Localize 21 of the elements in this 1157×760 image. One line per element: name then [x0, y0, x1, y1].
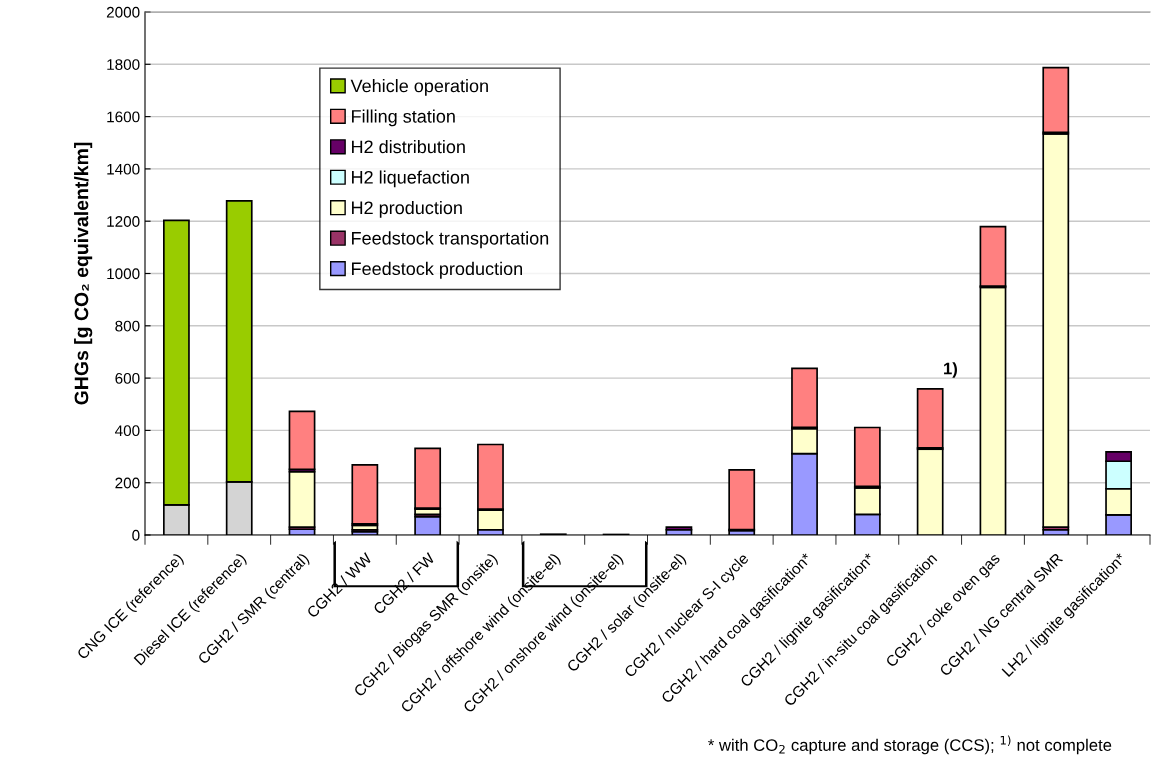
legend-label: Feedstock transportation — [352, 231, 549, 249]
legend-label: H2 production — [352, 200, 462, 218]
y-axis-title: GHGs [g CO₂ equivalent/km] — [74, 142, 93, 405]
legend-label: H2 liquefaction — [352, 170, 469, 188]
y-tick-label: 1000 — [107, 268, 140, 280]
annotation: 1) — [944, 362, 957, 378]
y-tick-label: 800 — [115, 320, 140, 332]
y-tick-label: 1400 — [107, 163, 140, 175]
y-tick-label: 1600 — [107, 111, 140, 123]
y-tick-label: 400 — [115, 425, 140, 437]
legend-label: H2 distribution — [352, 139, 465, 154]
y-tick-label: 0 — [132, 529, 140, 541]
y-tick-label: 2000 — [106, 6, 140, 18]
y-tick-label: 1800 — [107, 59, 140, 70]
y-tick-label: 600 — [115, 372, 140, 384]
text: * with CO$_{2}$ capture and storage (CCS); $^{1)}$ not complete — [708, 735, 1112, 755]
legend-label: Feedstock production — [352, 261, 523, 279]
legend-label: Filling station — [352, 109, 455, 127]
legend-label: Vehicle operation — [350, 79, 488, 96]
y-tick-label: 1200 — [107, 216, 140, 227]
y-tick-label: 200 — [115, 477, 140, 489]
